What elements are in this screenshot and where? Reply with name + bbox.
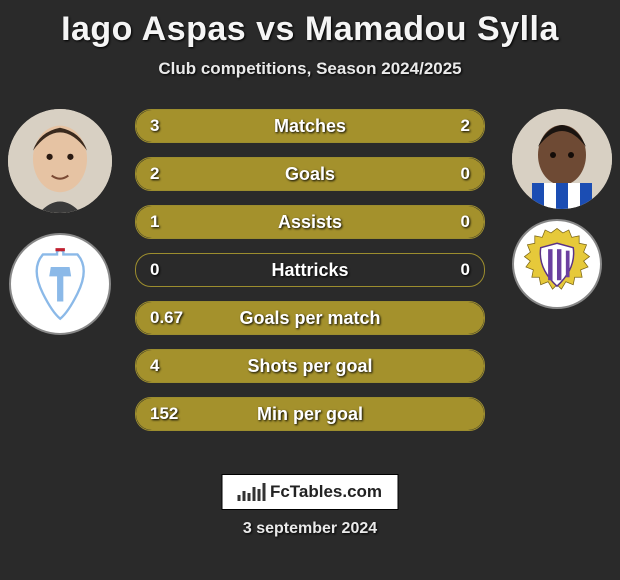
player-left-avatar [8, 109, 112, 213]
bars-icon [238, 483, 266, 501]
stat-row: 20Goals [135, 157, 485, 191]
logo-text: FcTables.com [270, 482, 382, 502]
page-title: Iago Aspas vs Mamadou Sylla [0, 10, 620, 49]
stat-value-left: 0 [150, 254, 159, 286]
bar-fill-left [136, 158, 484, 190]
bar-fill-left [136, 110, 345, 142]
stat-value-right: 0 [461, 254, 470, 286]
bar-fill-left [136, 302, 484, 334]
comparison-card: Iago Aspas vs Mamadou Sylla Club competi… [0, 10, 620, 580]
right-column [502, 109, 612, 309]
face-icon [8, 109, 112, 213]
page-subtitle: Club competitions, Season 2024/2025 [0, 59, 620, 79]
player-right-avatar [512, 109, 612, 209]
stat-label: Hattricks [136, 254, 484, 286]
stat-bars: 32Matches 20Goals 10Assists 0 0Hattricks 0.67… [135, 109, 485, 445]
shield-icon [520, 227, 594, 301]
fctables-logo: FcTables.com [222, 474, 399, 510]
bar-fill-right [345, 110, 484, 142]
club-left-badge [9, 233, 111, 335]
stat-row: 4Shots per goal [135, 349, 485, 383]
footer-date: 3 september 2024 [0, 520, 620, 538]
club-right-badge [512, 219, 602, 309]
stat-row: 0 0Hattricks [135, 253, 485, 287]
left-column [8, 109, 112, 335]
face-icon [512, 109, 612, 209]
stat-row: 152Min per goal [135, 397, 485, 431]
bar-fill-left [136, 350, 484, 382]
stat-row: 0.67Goals per match [135, 301, 485, 335]
bar-fill-left [136, 206, 484, 238]
comparison-area: 32Matches 20Goals 10Assists 0 0Hattricks 0.67… [0, 109, 620, 439]
shield-icon [21, 245, 99, 323]
bar-fill-left [136, 398, 484, 430]
stat-row: 32Matches [135, 109, 485, 143]
stat-row: 10Assists [135, 205, 485, 239]
